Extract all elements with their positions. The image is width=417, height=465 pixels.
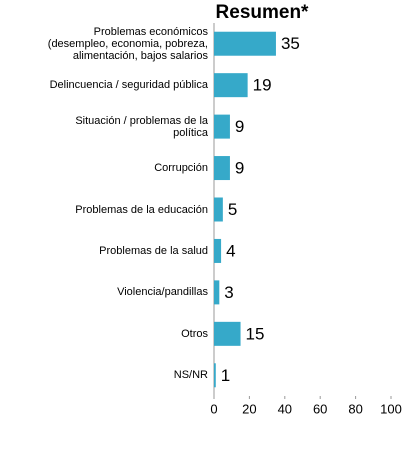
value-label: 35 xyxy=(281,34,300,53)
category-label: Problemas económicos (desempleo, economi… xyxy=(47,25,208,62)
chart-title: Resumen* xyxy=(216,2,310,23)
bar xyxy=(214,238,222,263)
category-label: Situación / problemas de la política xyxy=(75,114,208,139)
value-label: 4 xyxy=(226,241,235,260)
bar xyxy=(214,280,220,305)
bar xyxy=(214,73,248,98)
category-label: Problemas de la salud xyxy=(99,244,208,257)
bar xyxy=(214,114,230,139)
category-label: Otros xyxy=(181,327,208,340)
value-label: 15 xyxy=(246,324,265,343)
bar xyxy=(214,321,241,346)
value-label: 9 xyxy=(235,159,244,178)
value-label: 3 xyxy=(224,283,233,302)
x-tick-label: 0 xyxy=(210,401,217,416)
category-label: NS/NR xyxy=(173,369,208,382)
value-label: 5 xyxy=(228,200,237,219)
x-tick-label: 40 xyxy=(278,401,292,416)
value-label: 9 xyxy=(235,117,244,136)
category-label: Delincuencia / seguridad pública xyxy=(49,79,208,92)
value-label: 19 xyxy=(253,76,272,95)
category-label: Violencia/pandillas xyxy=(117,286,208,299)
bar xyxy=(214,197,223,222)
x-tick-label: 80 xyxy=(348,401,362,416)
bar xyxy=(214,31,276,56)
category-label: Problemas de la educación xyxy=(75,203,208,216)
bar xyxy=(214,156,230,181)
bar xyxy=(214,363,216,388)
x-tick-label: 20 xyxy=(242,401,256,416)
category-label: Corrupción xyxy=(154,162,208,175)
value-label: 1 xyxy=(221,366,230,385)
x-tick-label: 100 xyxy=(380,401,402,416)
x-tick-label: 60 xyxy=(313,401,327,416)
